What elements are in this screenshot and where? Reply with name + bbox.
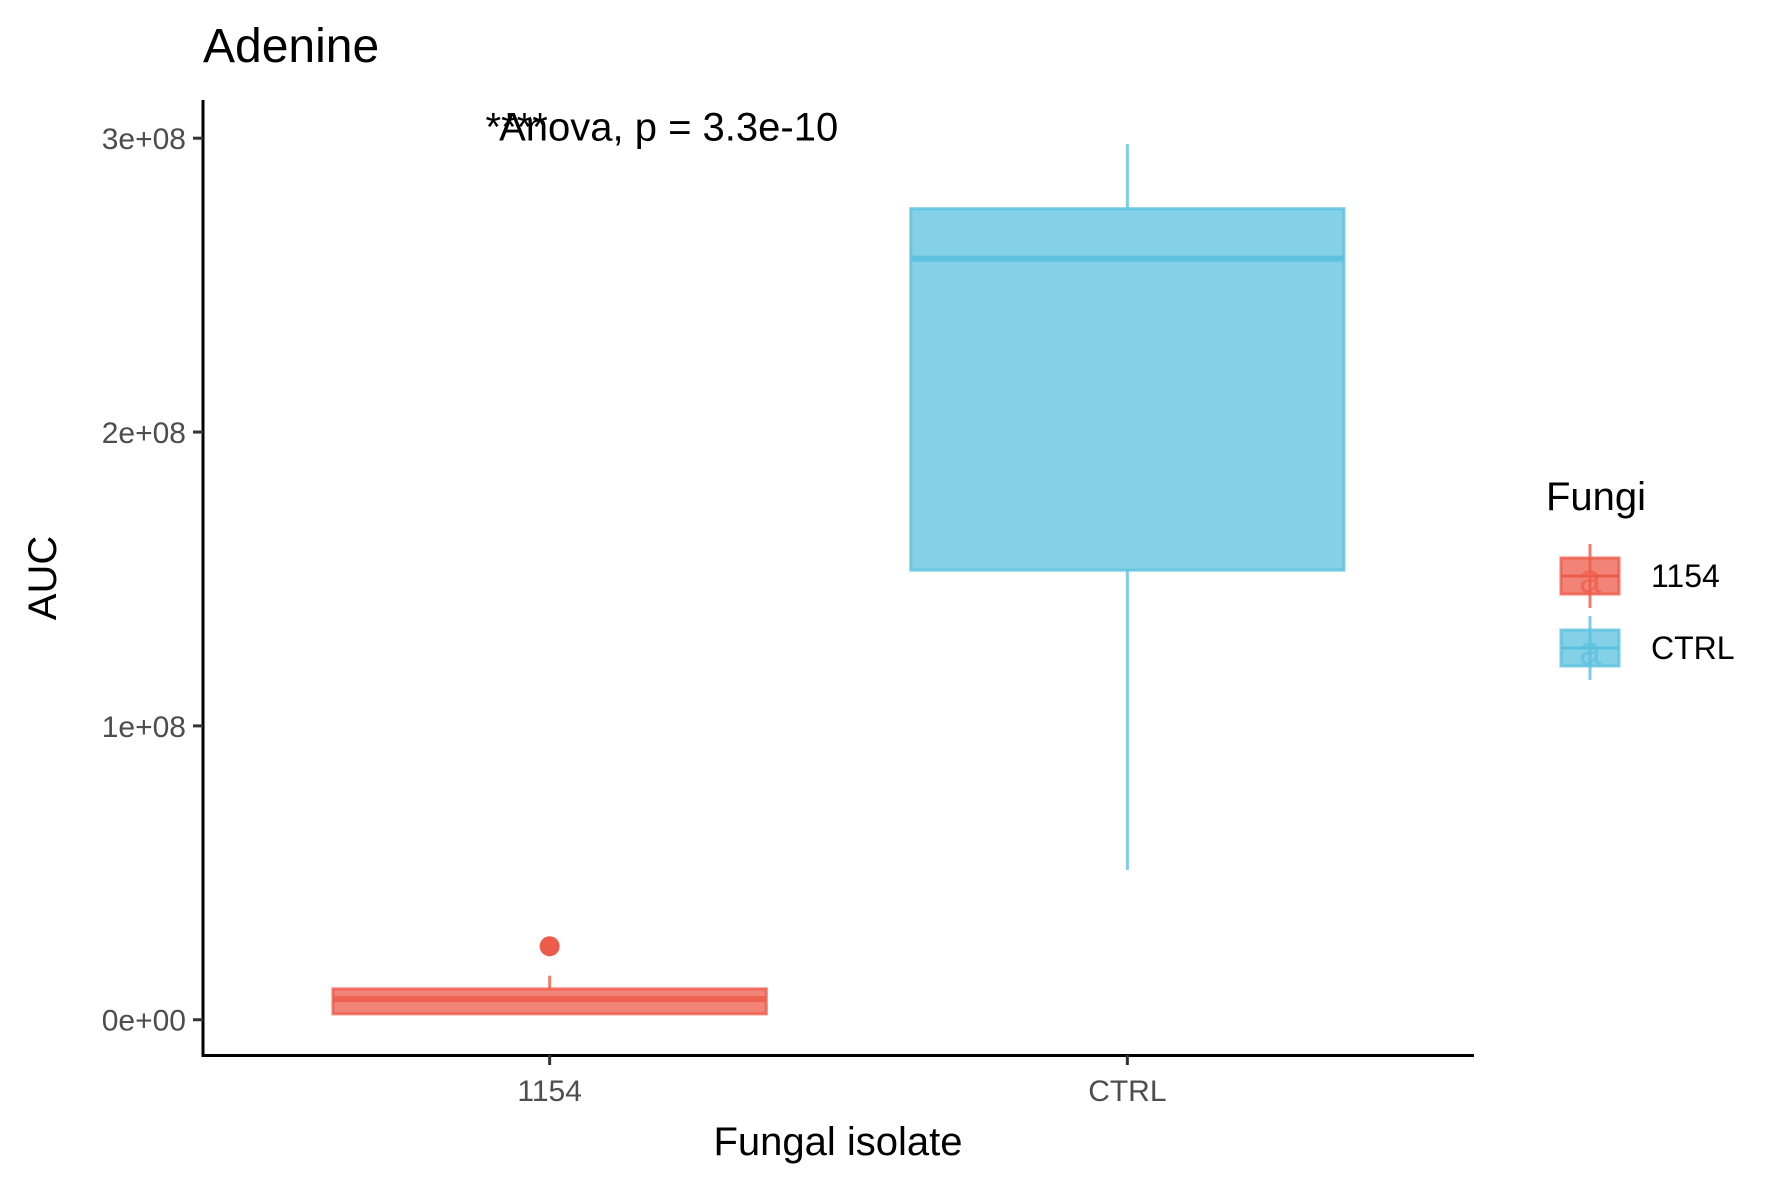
legend-title: Fungi bbox=[1546, 475, 1646, 519]
outlier-point bbox=[539, 936, 560, 957]
axes bbox=[201, 100, 1474, 1057]
x-tick-label: 1154 bbox=[517, 1075, 582, 1108]
legend-item-label: 1154 bbox=[1651, 558, 1720, 594]
y-tick-label: 2e+08 bbox=[102, 417, 186, 450]
box-1154 bbox=[331, 936, 768, 1016]
legend-item: a CTRL bbox=[1559, 616, 1735, 680]
y-axis-label: AUC bbox=[21, 536, 65, 620]
annotation-text: **** bbox=[486, 105, 548, 149]
x-ticks: 1154 CTRL bbox=[517, 1055, 1167, 1108]
legend-key-glyph: a bbox=[1579, 629, 1602, 673]
box-CTRL bbox=[909, 144, 1346, 870]
box-iqr bbox=[909, 207, 1346, 572]
x-tick-label: CTRL bbox=[1088, 1075, 1166, 1108]
annotations: Anova, p = 3.3e-10**** bbox=[486, 105, 839, 149]
legend: Fungi a 1154 a CTRL bbox=[1546, 475, 1735, 680]
legend-item: a 1154 bbox=[1559, 544, 1720, 608]
y-tick-label: 0e+00 bbox=[102, 1005, 186, 1038]
x-axis-label: Fungal isolate bbox=[713, 1120, 962, 1164]
legend-key-glyph: a bbox=[1579, 557, 1602, 601]
chart-title: Adenine bbox=[203, 20, 379, 73]
legend-item-label: CTRL bbox=[1651, 630, 1735, 666]
y-tick-label: 3e+08 bbox=[102, 123, 186, 156]
y-tick-label: 1e+08 bbox=[102, 711, 186, 744]
plot-area bbox=[331, 144, 1346, 1016]
annotation-text: Anova, p = 3.3e-10 bbox=[499, 105, 838, 149]
y-ticks: 0e+00 1e+08 2e+08 3e+08 bbox=[102, 123, 203, 1038]
